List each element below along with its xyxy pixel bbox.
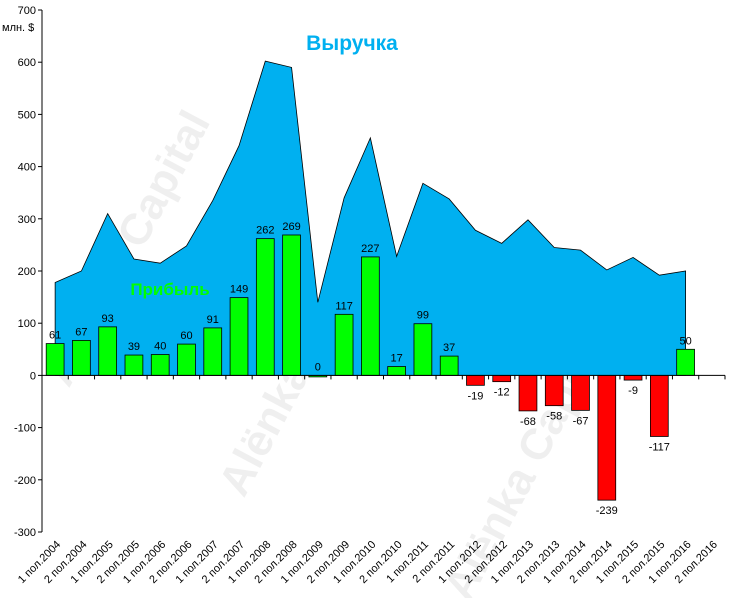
profit-bar <box>124 354 144 376</box>
profit-bar <box>571 374 590 411</box>
profit-bar <box>150 354 170 376</box>
revenue-area <box>54 60 686 376</box>
y-tick-label: 700 <box>18 5 36 17</box>
series-name-profit: Прибыль <box>130 280 209 299</box>
profit-bar <box>649 374 669 437</box>
profit-data-label: 17 <box>391 353 403 365</box>
profit-bar <box>255 238 275 376</box>
profit-data-label: 67 <box>75 326 87 338</box>
profit-data-label: 39 <box>128 341 140 353</box>
y-tick-label: 300 <box>18 214 36 226</box>
profit-bar <box>439 355 459 376</box>
y-tick-label: 200 <box>18 266 36 278</box>
profit-data-label: 50 <box>679 335 691 347</box>
profit-data-label: 93 <box>102 313 114 325</box>
unit-label: млн. $ <box>2 22 34 34</box>
profit-data-label: 227 <box>361 243 379 255</box>
y-tick-label: -300 <box>14 527 36 539</box>
profit-bar <box>203 327 223 376</box>
profit-bar <box>387 366 406 376</box>
profit-data-label: 91 <box>207 314 219 326</box>
profit-data-label: 149 <box>230 284 248 296</box>
profit-bar <box>544 374 564 407</box>
profit-data-label: -19 <box>467 390 483 402</box>
profit-bar <box>623 374 643 381</box>
y-tick-label: 0 <box>30 370 36 382</box>
profit-bar <box>518 374 538 412</box>
revenue-area-layer <box>54 60 686 376</box>
profit-data-label: -58 <box>546 411 562 423</box>
y-tick-label: 600 <box>18 57 36 69</box>
profit-data-label: -239 <box>596 505 618 517</box>
profit-data-label: -9 <box>628 385 638 397</box>
y-tick-label: 400 <box>18 162 36 174</box>
profit-data-label: 117 <box>335 300 353 312</box>
profit-data-label: 61 <box>49 330 61 342</box>
profit-data-label: 40 <box>154 341 166 353</box>
series-name-revenue: Выручка <box>306 32 398 55</box>
profit-data-label: -68 <box>520 416 536 428</box>
profit-bar <box>282 234 301 376</box>
profit-bar <box>361 256 380 376</box>
profit-bar <box>45 343 65 376</box>
profit-bar <box>413 323 433 376</box>
profit-bar <box>492 374 512 383</box>
profit-data-label: 37 <box>443 342 455 354</box>
y-tick-label: -100 <box>14 423 36 435</box>
profit-bar <box>597 374 617 501</box>
profit-bar <box>676 348 695 376</box>
profit-bar <box>98 326 118 376</box>
profit-data-label: 262 <box>256 225 274 237</box>
profit-bars-layer <box>45 234 695 501</box>
y-tick-label: 500 <box>18 109 36 121</box>
profit-data-label: -117 <box>649 441 670 453</box>
y-tick-label: 100 <box>18 318 36 330</box>
profit-data-label: 0 <box>315 361 321 373</box>
profit-data-label: -67 <box>573 415 589 427</box>
y-tick-label: -200 <box>14 475 36 487</box>
profit-bar <box>177 343 196 376</box>
profit-data-label: -12 <box>494 387 510 399</box>
profit-bar <box>229 297 249 376</box>
profit-data-label: 269 <box>282 221 300 233</box>
profit-data-label: 60 <box>180 330 192 342</box>
profit-bar <box>72 340 91 376</box>
profit-data-label: 99 <box>417 310 429 322</box>
profit-bar <box>466 374 485 386</box>
profit-bar <box>334 313 354 376</box>
